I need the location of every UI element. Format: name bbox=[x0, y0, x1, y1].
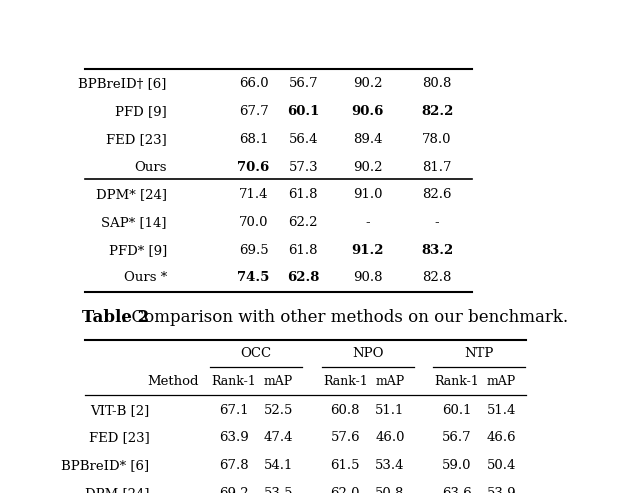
Text: 47.4: 47.4 bbox=[264, 431, 293, 444]
Text: 51.1: 51.1 bbox=[375, 404, 404, 417]
Text: 69.5: 69.5 bbox=[239, 244, 268, 257]
Text: 90.2: 90.2 bbox=[353, 161, 383, 174]
Text: 66.0: 66.0 bbox=[239, 77, 268, 90]
Text: 90.2: 90.2 bbox=[353, 77, 383, 90]
Text: 70.0: 70.0 bbox=[239, 216, 268, 229]
Text: 67.8: 67.8 bbox=[219, 459, 248, 472]
Text: 56.7: 56.7 bbox=[289, 77, 318, 90]
Text: BPBreID† [6]: BPBreID† [6] bbox=[79, 77, 167, 90]
Text: Rank-1: Rank-1 bbox=[323, 375, 368, 388]
Text: PFD [9]: PFD [9] bbox=[115, 105, 167, 118]
Text: 74.5: 74.5 bbox=[237, 271, 270, 284]
Text: 57.3: 57.3 bbox=[289, 161, 318, 174]
Text: 91.2: 91.2 bbox=[351, 244, 384, 257]
Text: DPM [24]: DPM [24] bbox=[85, 487, 150, 493]
Text: 56.4: 56.4 bbox=[289, 133, 318, 146]
Text: Method: Method bbox=[147, 375, 198, 388]
Text: SAP* [14]: SAP* [14] bbox=[101, 216, 167, 229]
Text: 71.4: 71.4 bbox=[239, 188, 268, 201]
Text: 57.6: 57.6 bbox=[330, 431, 360, 444]
Text: VIT-B [2]: VIT-B [2] bbox=[90, 404, 150, 417]
Text: 83.2: 83.2 bbox=[421, 244, 453, 257]
Text: Rank-1: Rank-1 bbox=[211, 375, 256, 388]
Text: 61.8: 61.8 bbox=[289, 244, 318, 257]
Text: . Comparison with other methods on our benchmark.: . Comparison with other methods on our b… bbox=[121, 309, 568, 326]
Text: 90.8: 90.8 bbox=[353, 271, 383, 284]
Text: mAP: mAP bbox=[487, 375, 516, 388]
Text: 53.9: 53.9 bbox=[487, 487, 516, 493]
Text: 61.8: 61.8 bbox=[289, 188, 318, 201]
Text: 50.4: 50.4 bbox=[487, 459, 516, 472]
Text: NTP: NTP bbox=[465, 348, 494, 360]
Text: 91.0: 91.0 bbox=[353, 188, 383, 201]
Text: mAP: mAP bbox=[376, 375, 404, 388]
Text: mAP: mAP bbox=[264, 375, 293, 388]
Text: NPO: NPO bbox=[352, 348, 383, 360]
Text: 61.5: 61.5 bbox=[331, 459, 360, 472]
Text: 54.1: 54.1 bbox=[264, 459, 293, 472]
Text: 89.4: 89.4 bbox=[353, 133, 383, 146]
Text: 51.4: 51.4 bbox=[487, 404, 516, 417]
Text: 62.8: 62.8 bbox=[287, 271, 319, 284]
Text: 52.5: 52.5 bbox=[264, 404, 293, 417]
Text: 46.6: 46.6 bbox=[487, 431, 516, 444]
Text: Table 2: Table 2 bbox=[83, 309, 150, 326]
Text: 53.4: 53.4 bbox=[375, 459, 404, 472]
Text: 67.1: 67.1 bbox=[219, 404, 248, 417]
Text: 62.0: 62.0 bbox=[331, 487, 360, 493]
Text: 70.6: 70.6 bbox=[237, 161, 269, 174]
Text: 63.9: 63.9 bbox=[219, 431, 248, 444]
Text: -: - bbox=[435, 216, 440, 229]
Text: Rank-1: Rank-1 bbox=[435, 375, 479, 388]
Text: 78.0: 78.0 bbox=[422, 133, 452, 146]
Text: Ours *: Ours * bbox=[124, 271, 167, 284]
Text: 81.7: 81.7 bbox=[422, 161, 452, 174]
Text: 82.6: 82.6 bbox=[422, 188, 452, 201]
Text: -: - bbox=[365, 216, 370, 229]
Text: 50.8: 50.8 bbox=[375, 487, 404, 493]
Text: 80.8: 80.8 bbox=[422, 77, 452, 90]
Text: 56.7: 56.7 bbox=[442, 431, 472, 444]
Text: Ours: Ours bbox=[134, 161, 167, 174]
Text: 69.2: 69.2 bbox=[219, 487, 248, 493]
Text: 46.0: 46.0 bbox=[375, 431, 404, 444]
Text: 60.1: 60.1 bbox=[287, 105, 319, 118]
Text: FED [23]: FED [23] bbox=[106, 133, 167, 146]
Text: BPBreID* [6]: BPBreID* [6] bbox=[61, 459, 150, 472]
Text: 62.2: 62.2 bbox=[289, 216, 318, 229]
Text: 82.8: 82.8 bbox=[422, 271, 452, 284]
Text: OCC: OCC bbox=[241, 348, 271, 360]
Text: 60.1: 60.1 bbox=[442, 404, 472, 417]
Text: 68.1: 68.1 bbox=[239, 133, 268, 146]
Text: 67.7: 67.7 bbox=[239, 105, 268, 118]
Text: 90.6: 90.6 bbox=[351, 105, 384, 118]
Text: 60.8: 60.8 bbox=[331, 404, 360, 417]
Text: PFD* [9]: PFD* [9] bbox=[109, 244, 167, 257]
Text: 63.6: 63.6 bbox=[442, 487, 472, 493]
Text: FED [23]: FED [23] bbox=[89, 431, 150, 444]
Text: 53.5: 53.5 bbox=[264, 487, 293, 493]
Text: 82.2: 82.2 bbox=[421, 105, 453, 118]
Text: DPM* [24]: DPM* [24] bbox=[96, 188, 167, 201]
Text: 59.0: 59.0 bbox=[442, 459, 472, 472]
